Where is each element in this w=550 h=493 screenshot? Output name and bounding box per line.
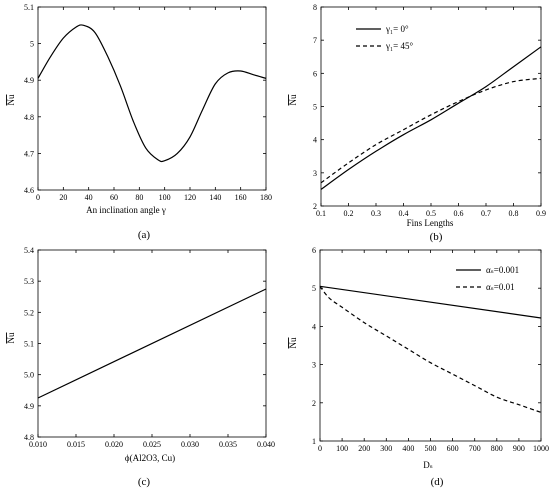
y-tick-label: 4	[312, 322, 316, 331]
x-tick-label: 0.025	[143, 440, 161, 449]
series-line-2	[320, 77, 542, 184]
x-tick-label: 0.5	[426, 209, 436, 218]
x-tick-label: 0.010	[29, 440, 47, 449]
x-tick-label: 40	[85, 193, 93, 202]
panel-label: (a)	[138, 229, 151, 241]
y-tick-label: 5	[312, 284, 316, 293]
x-tick-label: 700	[469, 444, 481, 453]
x-tick-label: 160	[235, 193, 247, 202]
y-axis-label: Nu	[288, 337, 298, 348]
y-axis-label: Nu	[6, 332, 16, 343]
x-tick-label: 500	[425, 444, 437, 453]
y-tick-label: 4	[313, 136, 317, 145]
x-tick-label: 0.030	[181, 440, 199, 449]
x-tick-label: 0.020	[105, 440, 123, 449]
x-tick-label: 400	[402, 444, 414, 453]
x-tick-label: 0.9	[536, 209, 546, 218]
series-line-2	[319, 285, 542, 413]
x-tick-label: 0.3	[371, 209, 381, 218]
x-tick-label: 0.2	[344, 209, 354, 218]
x-tick-label: 600	[447, 444, 459, 453]
x-axis-label: ϕ(Al2O3, Cu)	[125, 453, 175, 463]
y-tick-label: 4.8	[24, 113, 34, 122]
y-tick-label: 3	[313, 169, 317, 178]
x-axis-label: Dₛ	[423, 460, 433, 470]
y-tick-label: 5	[313, 103, 317, 112]
plot-frame	[320, 6, 542, 207]
x-tick-label: 100	[336, 444, 348, 453]
x-tick-label: 0	[36, 193, 40, 202]
panel-label: (c)	[138, 476, 151, 488]
chart-panel-1: 0 20 40 60 80 100 120 140 160 180 4.6 4.7 4.8 4.9 5 5.1…	[6, 3, 272, 241]
x-tick-label: 60	[110, 193, 118, 202]
y-axis-label: Nu	[6, 94, 16, 105]
x-tick-label: 0	[318, 444, 322, 453]
x-axis-label: An inclination angle γ	[86, 205, 166, 215]
y-tick-label: 4.7	[24, 149, 34, 158]
x-tick-label: 200	[358, 444, 370, 453]
series-line-1	[37, 24, 267, 163]
x-tick-label: 0.035	[219, 440, 237, 449]
x-tick-label: 100	[159, 193, 171, 202]
plot-frame	[319, 249, 542, 442]
panel-label: (b)	[430, 231, 443, 243]
y-tick-label: 2	[312, 399, 316, 408]
x-tick-label: 20	[59, 193, 67, 202]
x-tick-label: 0.015	[67, 440, 85, 449]
series-line-1	[320, 46, 542, 190]
x-tick-label: 0.6	[454, 209, 464, 218]
x-axis-label: Fins Lengths	[407, 218, 454, 228]
x-tick-label: 0.7	[481, 209, 491, 218]
x-tick-label: 300	[380, 444, 392, 453]
legend-label: γ₁= 45°	[385, 41, 413, 51]
x-tick-label: 180	[260, 193, 272, 202]
y-tick-label: 1	[312, 437, 316, 446]
y-tick-label: 3	[312, 361, 316, 370]
y-tick-label: 5.1	[24, 340, 34, 349]
y-tick-label: 5.4	[24, 246, 34, 255]
y-tick-label: 4.8	[24, 433, 34, 442]
y-tick-label: 4.6	[24, 186, 34, 195]
y-tick-label: 2	[313, 202, 317, 211]
legend-label: αₛ=0.01	[486, 282, 515, 292]
y-tick-label: 4.9	[24, 76, 34, 85]
y-axis-label: Nu	[288, 94, 298, 105]
y-tick-label: 8	[313, 3, 317, 12]
series-line-1	[37, 288, 267, 399]
x-tick-label: 900	[513, 444, 525, 453]
y-tick-label: 5.2	[24, 308, 34, 317]
x-tick-label: 0.1	[316, 209, 326, 218]
y-tick-label: 5	[30, 40, 34, 49]
y-tick-label: 6	[313, 69, 317, 78]
x-tick-label: 120	[184, 193, 196, 202]
plot-frame	[37, 6, 267, 191]
panel-label: (d)	[431, 476, 444, 488]
y-tick-label: 4.9	[24, 402, 34, 411]
x-tick-label: 140	[209, 193, 221, 202]
x-tick-label: 1000	[533, 444, 549, 453]
y-tick-label: 7	[313, 36, 317, 45]
chart-panel-4: 0 100 200 300 400 500 600 700 800 900 1000 1 2 3 4 5 6 Dₛ…	[288, 246, 549, 488]
y-tick-label: 5.0	[24, 371, 34, 380]
x-tick-label: 80	[135, 193, 143, 202]
y-tick-label: 5.1	[24, 3, 34, 12]
legend-label: αₛ=0.001	[486, 265, 519, 275]
x-tick-label: 0.8	[509, 209, 519, 218]
chart-panel-3: 0.010 0.015 0.020 0.025 0.030 0.035 0.040 4.8 4.…	[6, 246, 275, 488]
y-tick-label: 6	[312, 246, 316, 255]
x-tick-label: 800	[491, 444, 503, 453]
chart-panel-2: 0.1 0.2 0.3 0.4 0.5 0.6 0.7 0.8 0.9 2 3 4 5 6 7 8 Fins L…	[288, 3, 546, 243]
y-tick-label: 5.3	[24, 277, 34, 286]
legend-label: γ₁= 0°	[385, 24, 409, 34]
x-tick-label: 0.4	[399, 209, 409, 218]
x-tick-label: 0.040	[257, 440, 275, 449]
series-line-1	[319, 285, 542, 319]
